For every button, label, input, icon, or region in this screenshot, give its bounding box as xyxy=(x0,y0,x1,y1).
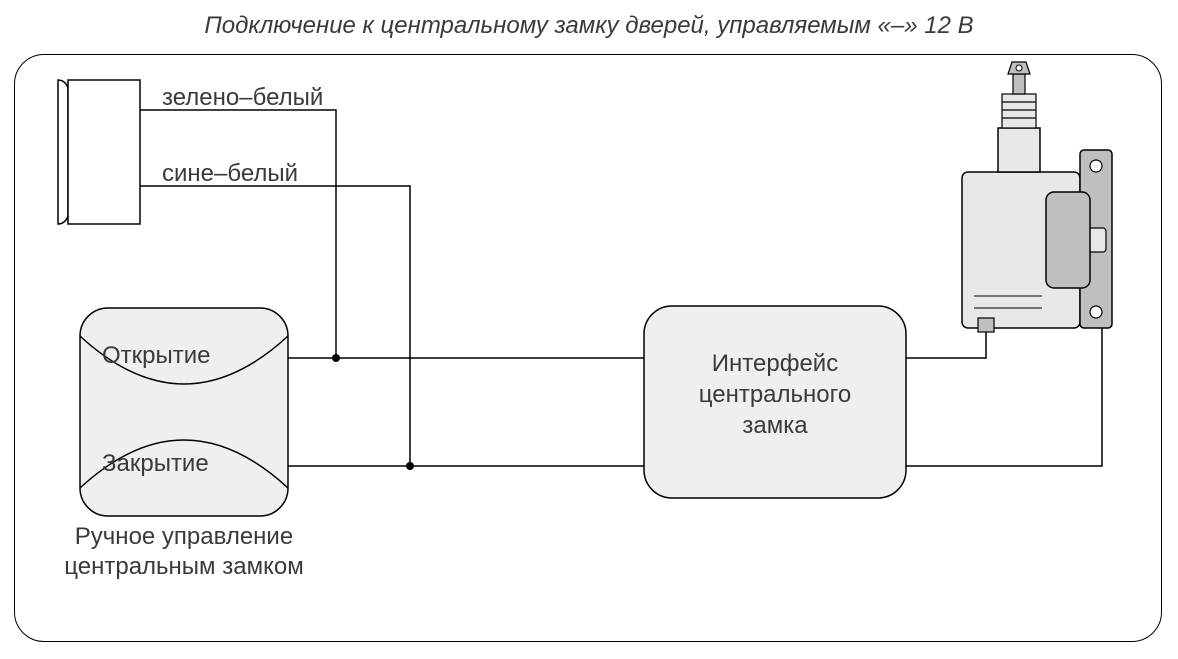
wire2-label: сине–белый xyxy=(162,160,298,188)
wire1-label: зелено–белый xyxy=(162,84,323,112)
actuator-icon xyxy=(962,62,1112,332)
switch-caption: Ручное управление центральным замком xyxy=(50,522,318,582)
switch-close-label: Закрытие xyxy=(102,450,209,478)
interface-label: Интерфейс центрального замка xyxy=(644,348,906,442)
diagram-canvas: Подключение к центральному замку дверей,… xyxy=(0,0,1178,659)
switch-open-label: Открытие xyxy=(102,342,211,370)
